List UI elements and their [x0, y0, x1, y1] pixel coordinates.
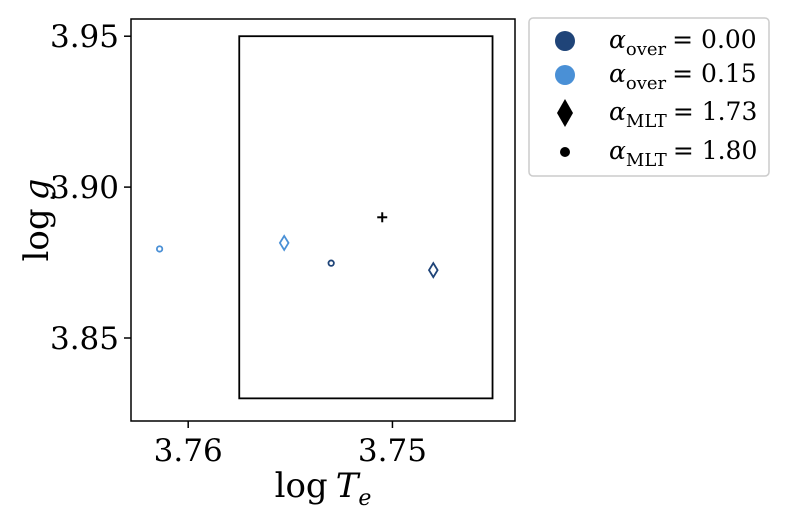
legend-marker-circle — [555, 65, 575, 85]
y-tick-label: 3.90 — [50, 170, 119, 206]
legend-label: αMLT = 1.80 — [609, 136, 757, 171]
data-point-diamond — [427, 261, 439, 279]
legend-label: αMLT = 1.73 — [609, 97, 757, 132]
x-axis-label-sub: e — [358, 486, 371, 511]
axis-ticks: 3.76 3.75 3.85 3.90 3.95 — [50, 19, 427, 469]
x-axis-label-main: log — [275, 466, 328, 506]
data-point-circle — [155, 245, 164, 253]
x-tick-label: 3.75 — [358, 433, 427, 469]
x-axis-label-var: T — [336, 466, 361, 506]
legend-entry: αMLT = 1.73 — [557, 97, 757, 132]
legend-marker-dot — [560, 147, 570, 157]
legend-label: αover = 0.15 — [609, 59, 757, 94]
y-axis-label-var: g — [17, 179, 57, 201]
legend-entry: αover = 0.00 — [555, 25, 757, 60]
x-tick-label: 3.76 — [154, 433, 223, 469]
y-tick-label: 3.95 — [50, 19, 119, 55]
legend-label: αover = 0.00 — [609, 25, 757, 60]
legend-marker-diamond — [557, 99, 573, 127]
x-axis-label: log Te — [275, 466, 372, 511]
y-axis-label-main: log — [17, 208, 57, 261]
data-point-diamond — [278, 234, 290, 252]
observation-box — [238, 35, 494, 400]
axes-frame — [130, 18, 516, 422]
legend-entry: αover = 0.15 — [555, 59, 757, 94]
legend-marker-circle — [555, 31, 575, 51]
y-tick-label: 3.85 — [50, 321, 119, 357]
data-point-circle — [327, 259, 335, 267]
legend-entry: αMLT = 1.80 — [560, 136, 757, 171]
legend-frame — [528, 17, 770, 177]
y-axis-label: log g — [17, 179, 57, 262]
plot-area — [130, 18, 516, 422]
target-plus-marker — [377, 212, 388, 223]
